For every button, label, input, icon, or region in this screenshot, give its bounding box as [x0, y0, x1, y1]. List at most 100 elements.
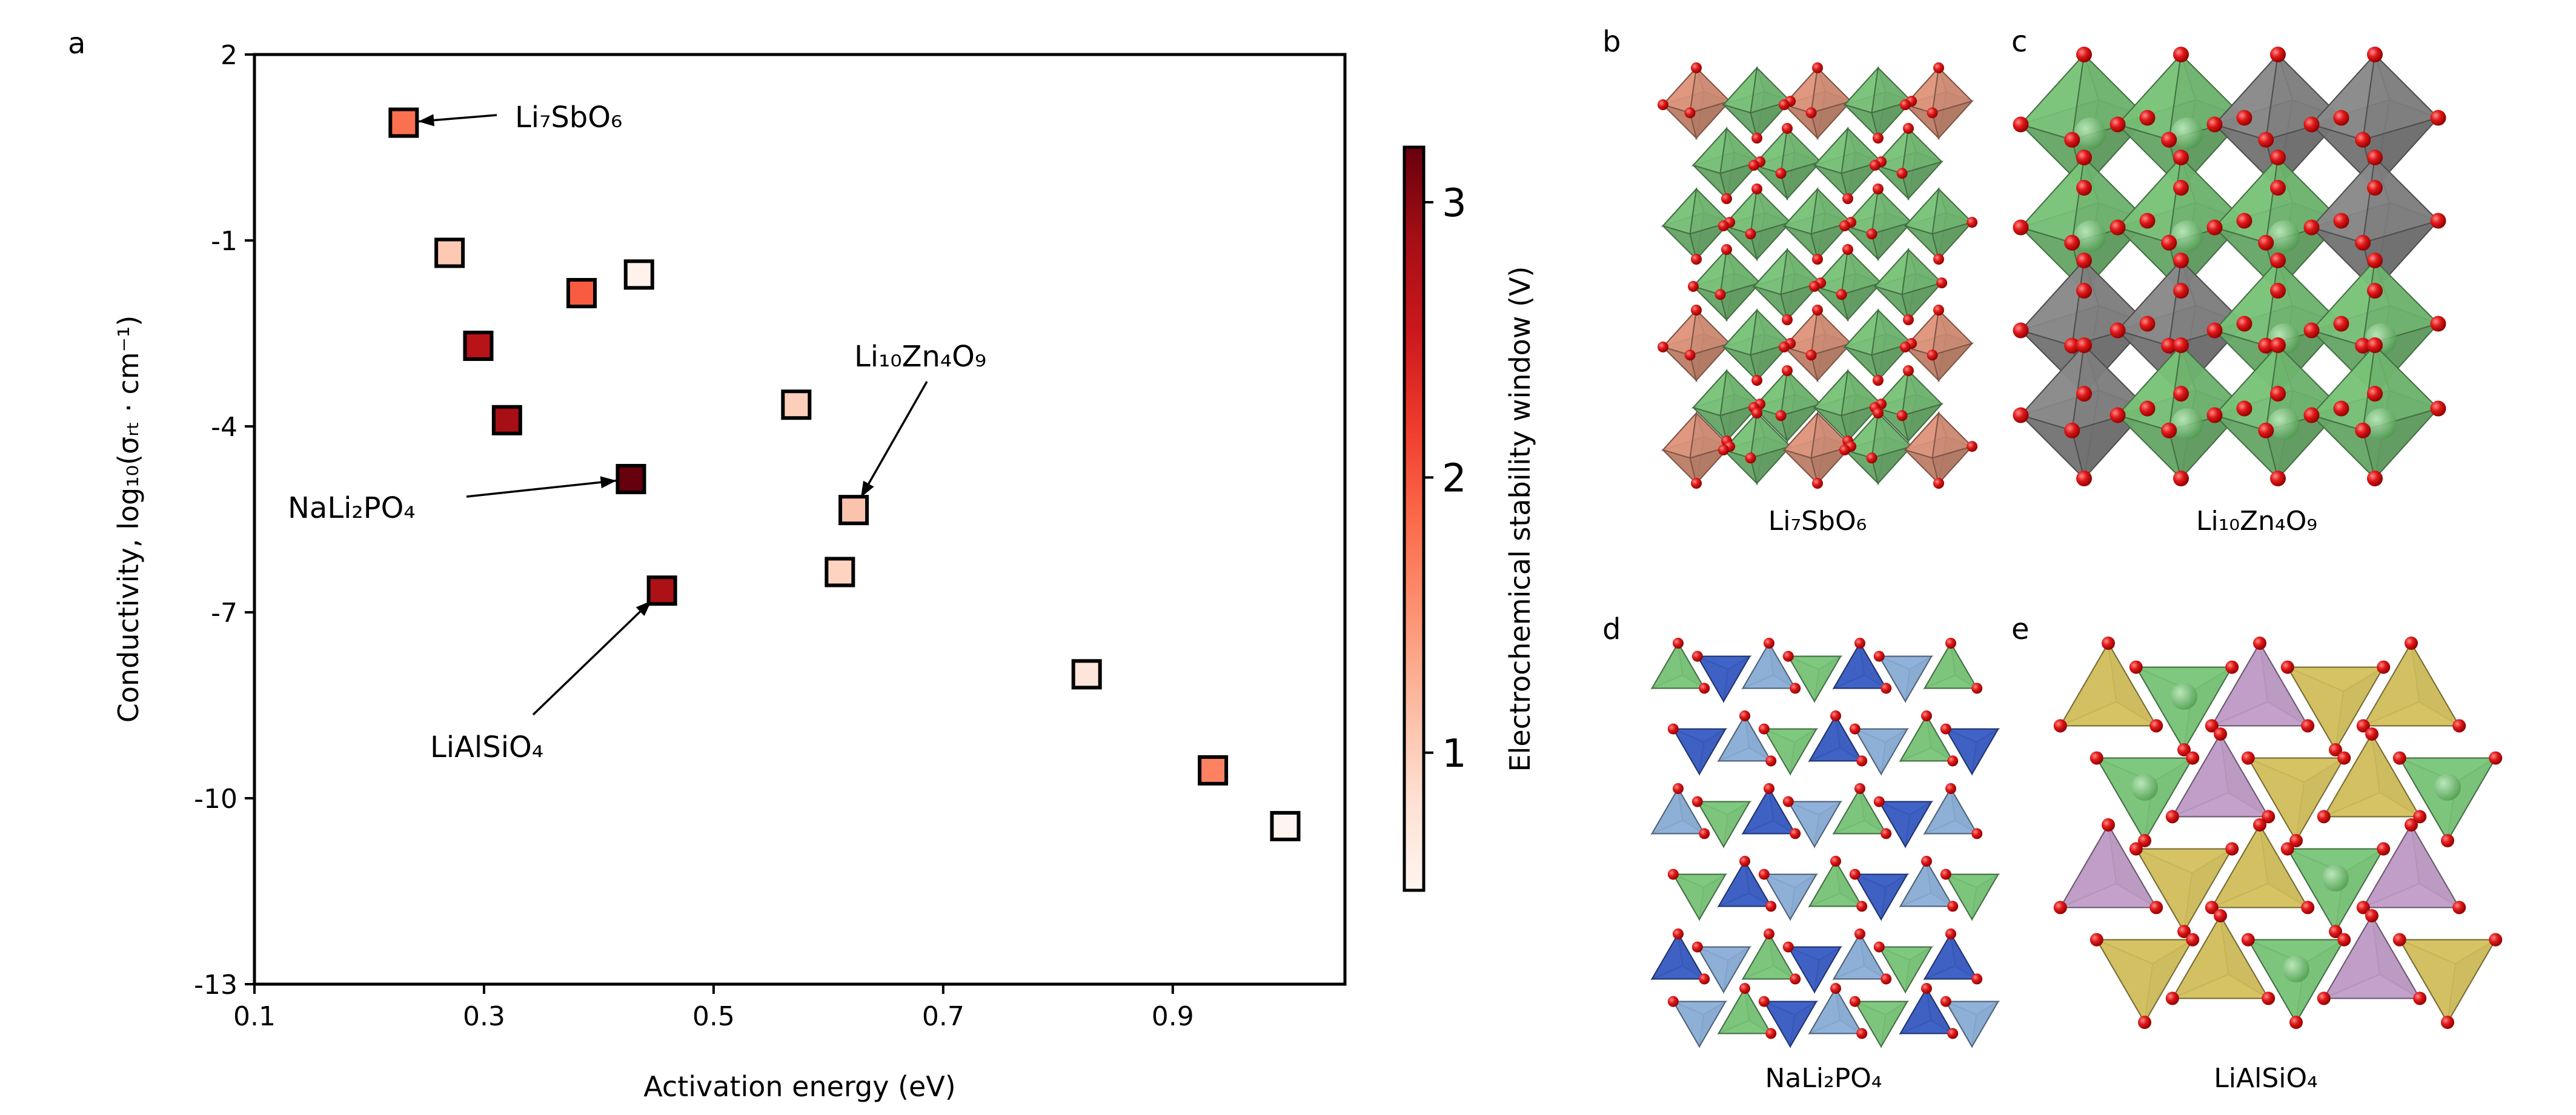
- colorbar-ticks: 1 2 3: [1424, 181, 1467, 776]
- colorbar-gradient: [1403, 145, 1426, 892]
- polyhedron-face: [1780, 160, 1823, 200]
- polyhedron-face: [1931, 221, 1974, 261]
- oxygen-atom: [2064, 234, 2080, 251]
- polyhedron-face: [1763, 873, 1817, 921]
- polyhedron-face: [1689, 221, 1732, 261]
- oxygen-atom: [1782, 650, 1794, 662]
- oxygen-atom: [2392, 933, 2406, 947]
- data-point: [1198, 755, 1229, 786]
- oxygen-atom: [1866, 452, 1877, 464]
- oxygen-atom: [1673, 783, 1684, 794]
- oxygen-atom: [1673, 638, 1684, 649]
- oxygen-atom: [1945, 928, 1956, 939]
- oxygen-atom: [1699, 973, 1710, 985]
- oxygen-atom: [1903, 123, 1914, 134]
- oxygen-atom: [2258, 337, 2274, 354]
- polyhedron-face: [1899, 715, 1954, 762]
- oxygen-atom: [2064, 337, 2080, 354]
- polyhedron-face: [2171, 915, 2269, 999]
- polyhedron-face: [1808, 715, 1863, 762]
- lithium-atom: [2268, 408, 2300, 440]
- oxygen-atom: [1748, 159, 1759, 171]
- oxygen-atom: [1673, 928, 1684, 939]
- oxygen-atom: [2329, 743, 2342, 756]
- annotation-arrow-line: [466, 479, 617, 498]
- polyhedron-face: [1871, 100, 1914, 140]
- oxygen-atom: [1881, 683, 1892, 694]
- oxygen-atom: [2441, 834, 2454, 847]
- polyhedron-face: [1750, 342, 1793, 382]
- oxygen-atom: [1721, 244, 1732, 255]
- y-tick-label: 2: [221, 40, 237, 71]
- x-tick-label: 0.3: [463, 1001, 505, 1032]
- oxygen-atom: [1657, 99, 1668, 110]
- oxygen-atom: [1805, 349, 1817, 361]
- oxygen-atom: [2064, 131, 2080, 148]
- annotation-label: NaLi₂PO₄: [288, 491, 416, 525]
- structure-label-e: LiAlSiO₄: [2214, 1063, 2318, 1094]
- oxygen-atom: [1739, 983, 1750, 994]
- polyhedron-face: [1718, 987, 1772, 1034]
- polyhedron-face: [2096, 939, 2194, 1024]
- structure-lialsio4: [2053, 637, 2503, 1029]
- oxygen-atom: [1830, 983, 1841, 994]
- oxygen-atom: [1940, 723, 1951, 735]
- oxygen-atom: [1812, 478, 1823, 489]
- oxygen-atom: [1940, 869, 1951, 880]
- polyhedron-face: [1833, 642, 1887, 689]
- oxygen-atom: [1684, 349, 1696, 361]
- oxygen-atom: [1947, 755, 1959, 767]
- oxygen-atom: [2206, 407, 2223, 423]
- polyhedron-face: [2286, 666, 2385, 751]
- oxygen-atom: [2206, 322, 2223, 339]
- oxygen-atom: [1881, 973, 1892, 985]
- oxygen-atom: [1903, 314, 1914, 325]
- oxygen-atom: [1933, 254, 1944, 265]
- oxygen-atom: [2053, 719, 2067, 733]
- polyhedron-face: [1672, 873, 1727, 921]
- polyhedron-face: [1719, 282, 1762, 322]
- oxygen-atom: [2441, 1016, 2454, 1029]
- oxygen-atom: [2301, 719, 2315, 733]
- structure-panels: b c d e Li₇SbO₆ Li₁₀Zn₄O₉ NaLi₂PO₄ LiAlS…: [1602, 25, 2503, 1094]
- oxygen-atom: [2236, 316, 2252, 332]
- data-point: [434, 237, 465, 268]
- oxygen-atom: [1691, 796, 1703, 807]
- oxygen-atom: [2303, 116, 2320, 133]
- polyhedron-face: [1689, 445, 1732, 485]
- oxygen-atom: [1764, 928, 1774, 939]
- oxygen-atom: [2165, 810, 2179, 824]
- oxygen-atom: [1765, 901, 1777, 912]
- oxygen-atom: [2333, 400, 2349, 417]
- oxygen-atom: [1927, 349, 1938, 361]
- oxygen-atom: [2392, 751, 2406, 765]
- oxygen-atom: [1721, 193, 1732, 204]
- annotation-labels: Li₇SbO₆ Li₁₀Zn₄O₉ NaLi₂PO₄ LiAlSiO₄: [288, 101, 986, 764]
- oxygen-atom: [2236, 213, 2252, 229]
- oxygen-atom: [2355, 337, 2371, 354]
- x-axis-title: Activation energy (eV): [643, 1070, 955, 1103]
- oxygen-atom: [2367, 180, 2383, 196]
- oxygen-atom: [2225, 660, 2239, 674]
- oxygen-atom: [1765, 1028, 1777, 1039]
- oxygen-atom: [1751, 184, 1762, 194]
- polyhedron-face: [1742, 933, 1796, 980]
- polyhedron-face: [1763, 728, 1817, 775]
- oxygen-atom: [2489, 751, 2503, 765]
- oxygen-atom: [2161, 422, 2177, 438]
- data-point: [388, 107, 419, 138]
- polyhedron-face: [1878, 655, 1933, 703]
- oxygen-atom: [2270, 386, 2286, 402]
- oxygen-atom: [2367, 47, 2383, 62]
- oxygen-atom: [1896, 168, 1908, 179]
- polyhedron-face: [1871, 445, 1914, 485]
- structure-label-d: NaLi₂PO₄: [1765, 1063, 1882, 1094]
- data-point: [491, 405, 522, 435]
- oxygen-atom: [2356, 719, 2370, 733]
- oxygen-atom: [1782, 796, 1794, 807]
- polyhedron-face: [1871, 221, 1914, 261]
- oxygen-atom: [1691, 650, 1703, 662]
- oxygen-atom: [1849, 869, 1861, 880]
- oxygen-atom: [2076, 337, 2092, 353]
